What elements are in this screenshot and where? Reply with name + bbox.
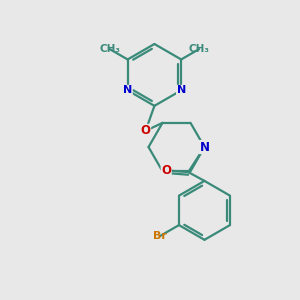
Text: O: O bbox=[161, 164, 171, 177]
Text: CH₃: CH₃ bbox=[99, 44, 120, 54]
Text: N: N bbox=[123, 85, 132, 95]
Text: N: N bbox=[177, 85, 186, 95]
Text: N: N bbox=[200, 141, 209, 154]
Text: Br: Br bbox=[153, 231, 167, 241]
Text: CH₃: CH₃ bbox=[188, 44, 209, 54]
Text: O: O bbox=[141, 124, 151, 137]
